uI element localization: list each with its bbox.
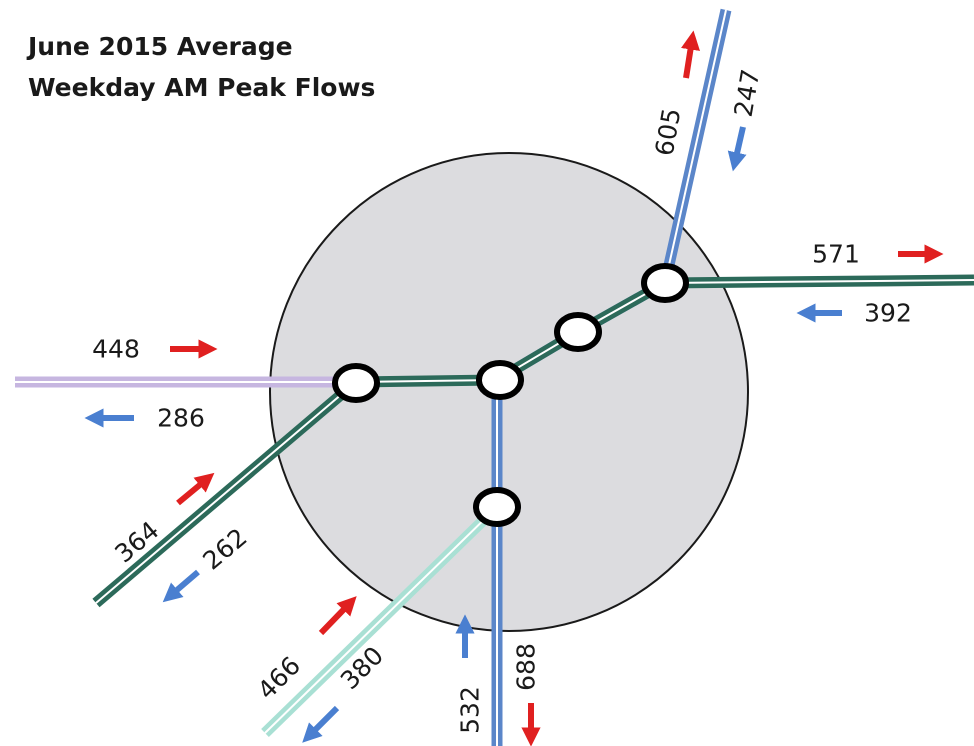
arrow-north-in (727, 126, 747, 172)
arrow-south-branch-out (302, 705, 340, 743)
flow-north-in: 247 (729, 67, 766, 119)
arrow-southwest-out (162, 569, 200, 603)
flow-southwest-in: 364 (109, 516, 164, 569)
arrow-southwest-in (176, 472, 215, 506)
station-northeast (554, 312, 602, 352)
title-line-2: Weekday AM Peak Flows (28, 73, 375, 102)
flow-south-branch-out: 380 (335, 641, 389, 695)
arrow-north-out (681, 30, 700, 79)
flow-west-out: 286 (157, 404, 205, 433)
station-east (641, 263, 689, 303)
arrow-south-branch-in (318, 596, 357, 636)
flow-east-in: 392 (864, 299, 912, 328)
flow-north-out: 605 (650, 106, 687, 158)
teal-line (261, 503, 501, 737)
flow-east-out: 571 (812, 240, 860, 269)
title-line-1: June 2015 Average (26, 32, 293, 61)
station-center (476, 360, 524, 400)
station-west (332, 363, 380, 403)
station-south (473, 487, 521, 527)
flow-west-in: 448 (92, 335, 140, 364)
flow-south-in: 532 (456, 686, 485, 734)
flow-south-out: 688 (512, 643, 541, 691)
flow-southwest-out: 262 (197, 523, 252, 576)
green-line (92, 274, 974, 608)
